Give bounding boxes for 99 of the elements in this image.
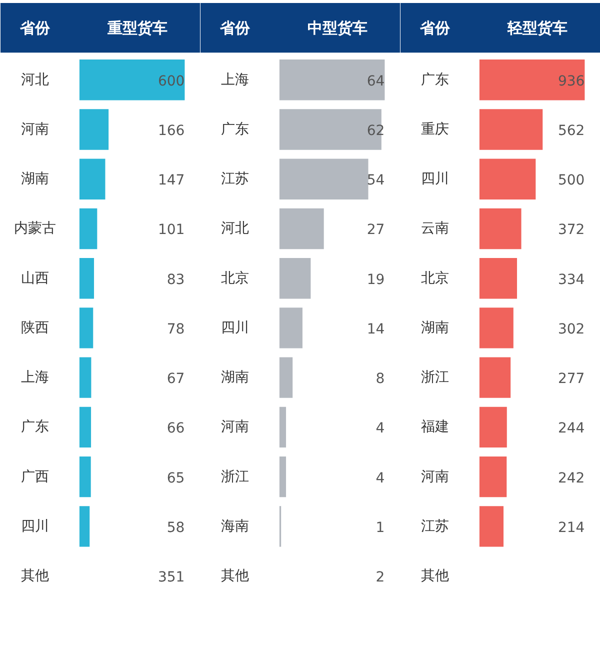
- y-tick-label: 其他: [421, 568, 450, 584]
- bar: [479, 258, 518, 299]
- data-label: 147: [158, 172, 185, 189]
- y-tick-label: 其他: [21, 568, 50, 584]
- bar: [79, 357, 92, 398]
- bar: [479, 60, 585, 100]
- data-label: 66: [166, 420, 185, 437]
- bar: [279, 308, 302, 348]
- data-label: 562: [558, 123, 585, 139]
- y-tick-label: 四川: [421, 171, 450, 188]
- y-tick-label: 福建: [421, 419, 450, 436]
- bar: [79, 506, 90, 547]
- y-tick-label: 浙江: [221, 468, 250, 485]
- data-label: 166: [158, 123, 185, 139]
- data-label: 54: [366, 172, 385, 189]
- data-label: 8: [376, 371, 385, 388]
- bar: [479, 357, 511, 398]
- bar: [479, 308, 514, 348]
- y-tick-label: 江苏: [421, 518, 450, 534]
- bar: [279, 60, 385, 100]
- data-label: 334: [558, 272, 585, 288]
- chart-title: 重型货车: [106, 18, 168, 37]
- y-tick-label: 山西: [21, 270, 50, 286]
- data-label: 214: [558, 520, 585, 536]
- bar: [279, 109, 382, 150]
- y-tick-label: 北京: [421, 270, 450, 286]
- data-label: 302: [558, 321, 585, 338]
- y-tick-label: 江苏: [221, 171, 250, 188]
- data-label: 64: [366, 73, 385, 90]
- chart-title: 轻型货车: [506, 18, 568, 37]
- bar: [279, 158, 368, 200]
- bar: [279, 258, 311, 299]
- y-tick-label: 陕西: [21, 320, 50, 336]
- data-label: 19: [366, 272, 385, 288]
- data-label: 244: [558, 420, 585, 437]
- y-tick-label: 北京: [221, 270, 250, 286]
- y-tick-label: 湖南: [421, 320, 450, 336]
- data-label: 27: [366, 222, 385, 238]
- data-label: 78: [166, 321, 185, 338]
- bar: [479, 109, 543, 150]
- y-tick-label: 上海: [21, 370, 50, 386]
- bar: [79, 109, 109, 150]
- data-label: 14: [366, 321, 385, 338]
- y-tick-label: 浙江: [421, 370, 450, 386]
- bar: [279, 357, 293, 398]
- bar: [479, 158, 536, 200]
- data-label: 83: [166, 272, 185, 288]
- data-label: 101: [158, 222, 185, 238]
- y-tick-label: 广东: [21, 419, 50, 436]
- y-tick-label: 河北: [221, 220, 250, 237]
- y-tick-label: 海南: [221, 518, 250, 534]
- bar: [479, 506, 504, 547]
- data-label: 277: [558, 371, 585, 388]
- y-tick-label: 广东: [421, 72, 450, 88]
- y-tick-label: 广西: [21, 468, 50, 485]
- y-tick-label: 四川: [221, 320, 250, 336]
- bar: [79, 158, 106, 200]
- y-tick-label: 上海: [221, 72, 250, 88]
- bar: [479, 406, 507, 448]
- bar: [79, 60, 185, 100]
- bar: [479, 208, 522, 250]
- y-tick-label: 河南: [421, 468, 450, 485]
- y-tick-label: 河南: [221, 419, 250, 436]
- y-tick-label: 重庆: [421, 122, 450, 138]
- text: 351: [158, 570, 185, 586]
- bar: [279, 456, 286, 498]
- data-label: 1: [376, 520, 385, 536]
- y-tick-label: 河北: [21, 72, 50, 88]
- bar: [79, 308, 94, 348]
- data-label: 600: [158, 73, 185, 90]
- y-tick-label: 内蒙古: [14, 220, 56, 237]
- bar: [279, 406, 286, 448]
- data-label: 58: [166, 520, 185, 536]
- bar: [79, 208, 98, 250]
- data-label: 936: [558, 73, 585, 90]
- bar: [79, 258, 94, 299]
- data-label: 242: [558, 470, 585, 486]
- text: 2: [376, 570, 385, 586]
- data-label: 67: [166, 371, 185, 388]
- y-tick-label: 四川: [21, 518, 50, 534]
- data-label: 500: [558, 172, 585, 189]
- y-tick-label: 河南: [21, 122, 50, 138]
- data-label: 372: [558, 222, 585, 238]
- y-tick-label: 其他: [221, 568, 250, 584]
- y-tick-label: 湖南: [221, 370, 250, 386]
- bar: [479, 456, 507, 498]
- data-label: 65: [166, 470, 185, 486]
- chart-title: 中型货车: [307, 18, 368, 37]
- data-label: 4: [376, 470, 385, 486]
- y-tick-label: 广东: [221, 122, 250, 138]
- y-axis-title: 省份: [19, 18, 52, 37]
- bar: [279, 208, 324, 250]
- y-axis-title: 省份: [419, 18, 452, 37]
- bar: [79, 406, 92, 448]
- data-label: 4: [376, 420, 385, 437]
- y-tick-label: 湖南: [21, 171, 50, 188]
- y-axis-title: 省份: [219, 18, 252, 37]
- bar: [79, 456, 91, 498]
- y-tick-label: 云南: [421, 220, 450, 237]
